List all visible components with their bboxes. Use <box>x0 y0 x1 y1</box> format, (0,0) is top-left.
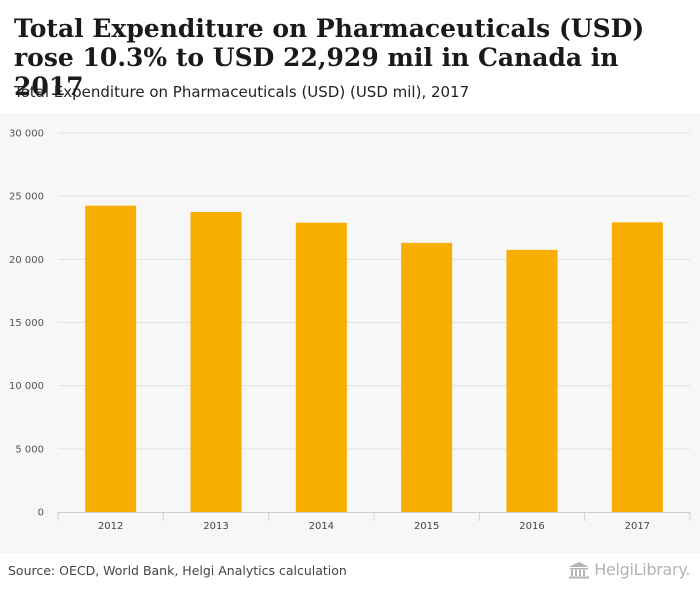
bar-2016[interactable] <box>506 249 558 512</box>
library-building-icon <box>569 561 590 578</box>
source-note: Source: OECD, World Bank, Helgi Analytic… <box>8 563 347 578</box>
y-tick-label: 0 <box>38 508 44 519</box>
y-tick-label: 10 000 <box>9 381 44 392</box>
x-axis: 2012 2013 2014 2015 2016 2017 <box>57 512 691 532</box>
y-tick-label: 20 000 <box>9 255 44 266</box>
x-tick-label: 2014 <box>309 521 334 532</box>
x-tick-label: 2016 <box>519 521 544 532</box>
y-tick-label: 5 000 <box>15 444 44 455</box>
bar-2013[interactable] <box>190 211 242 512</box>
x-tick-label: 2017 <box>625 521 650 532</box>
logo-text: HelgiLibrary. <box>594 560 690 579</box>
bar-2017[interactable] <box>611 222 663 512</box>
y-tick-label: 25 000 <box>9 192 44 203</box>
y-tick-label: 15 000 <box>9 318 44 329</box>
bar-chart: 0 5 000 10 000 15 000 20 000 25 000 30 000 201… <box>9 129 691 532</box>
chart-panel: 0 5 000 10 000 15 000 20 000 25 000 30 000 201… <box>0 113 700 553</box>
bar-2012[interactable] <box>85 205 137 512</box>
x-tick-label: 2015 <box>414 521 439 532</box>
bar-2014[interactable] <box>295 222 347 512</box>
y-tick-label: 30 000 <box>9 129 44 140</box>
x-tick-label: 2012 <box>98 521 123 532</box>
bars <box>85 205 663 512</box>
helgi-library-logo: HelgiLibrary. <box>568 560 690 579</box>
y-axis-tick-labels: 0 5 000 10 000 15 000 20 000 25 000 30 000 <box>9 129 44 519</box>
bar-2015[interactable] <box>401 242 453 512</box>
chart-title: Total Expenditure on Pharmaceuticals (US… <box>14 14 645 101</box>
gridlines <box>58 132 690 450</box>
x-tick-label: 2013 <box>203 521 228 532</box>
chart-subtitle: Total Expenditure on Pharmaceuticals (US… <box>14 83 470 101</box>
